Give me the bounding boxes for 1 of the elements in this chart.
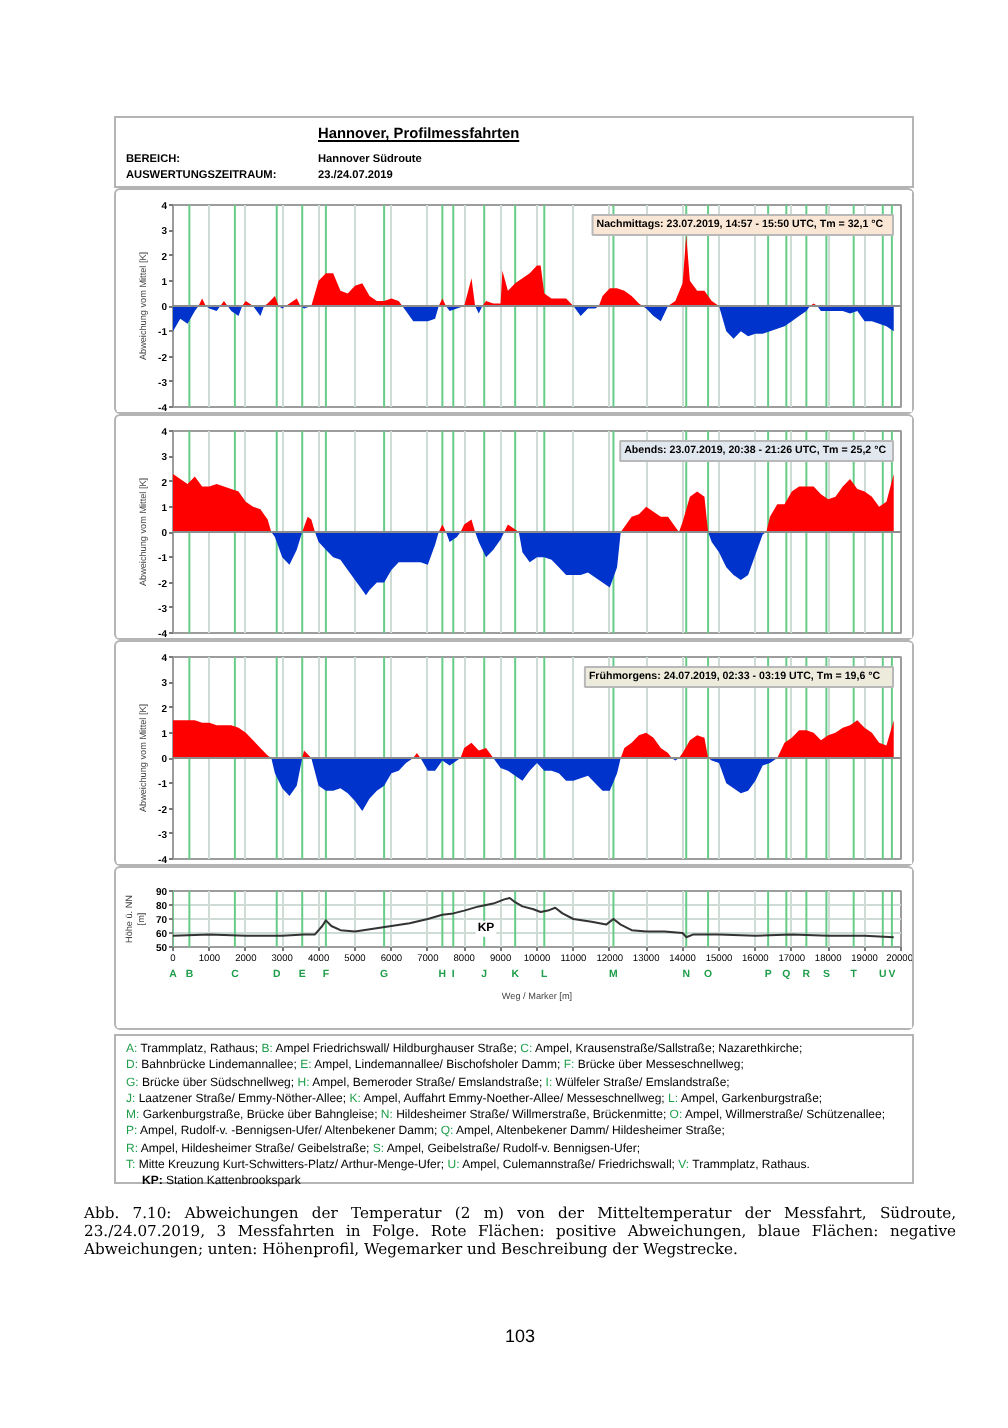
text: 103: [504, 1326, 536, 1346]
